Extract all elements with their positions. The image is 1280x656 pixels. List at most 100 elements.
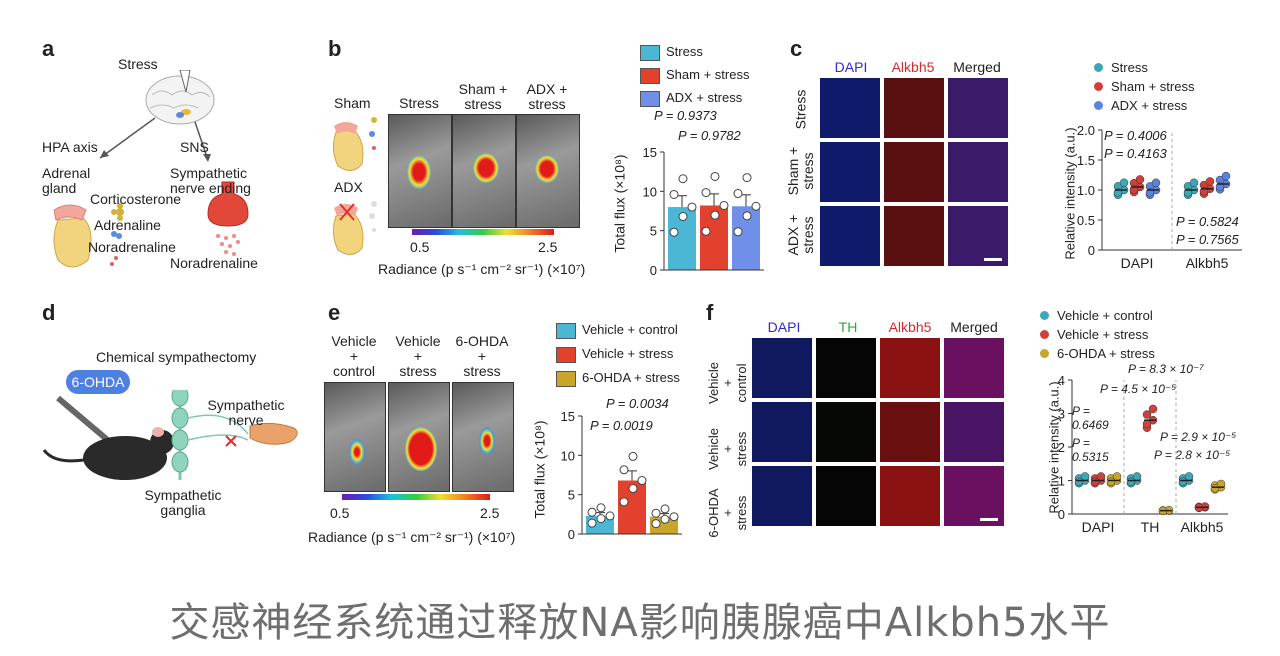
y-tick-label: 1.5 [1077,153,1095,168]
sympathetic-nerve-label: Sympathetic nerve [207,397,285,428]
panel-letter-e: e [328,300,341,325]
legend-item: 6-OHDA + stress [1040,346,1155,361]
data-point [1135,175,1145,184]
data-point [742,173,752,183]
scale-min: 0.5 [410,239,430,255]
micrograph [880,466,940,526]
sham-label: Sham [334,95,371,111]
micrograph [820,206,880,266]
data-point [1126,477,1136,487]
p-value: P = 0.5315 [1072,436,1109,464]
y-tick-label: 0 [1058,507,1065,522]
row-adx-stress-label: ADX + stress [785,214,816,256]
legend-marker [1094,101,1103,110]
data-point [596,514,606,524]
y-tick-label: 10 [561,448,575,463]
data-point [733,189,743,199]
data-point [1178,477,1188,487]
data-point [637,476,647,486]
adx-label: ADX [334,179,363,195]
ivis-image-6ohda-stress [452,382,514,492]
scale-min: 0.5 [330,505,350,521]
data-point [660,514,670,524]
x-tick-label: Alkbh5 [1186,255,1229,271]
data-point [619,497,629,507]
y-axis-label: Total flux (×10⁸) [531,420,548,519]
data-point [651,519,661,529]
data-point [710,171,720,181]
scale-bar [984,258,1002,261]
p-value: P = 0.9782 [678,128,741,143]
y-tick-label: 2 [1058,440,1065,455]
x-tick-label: TH [1141,519,1160,535]
legend-item: Sham + stress [1094,79,1194,94]
data-point [678,212,688,222]
p-value: P = 0.0034 [606,396,669,411]
legend-marker [1040,330,1049,339]
data-point [660,504,670,514]
radiance-label: Radiance (p s⁻¹ cm⁻² sr⁻¹) (×10⁷) [378,261,586,277]
data-point [619,465,629,475]
p-value: P = 2.9 × 10⁻⁵ [1160,430,1237,444]
col-adx-stress-label: ADX + stress [526,81,568,112]
legend-marker [1040,349,1049,358]
legend-item: 6-OHDA + stress [556,370,680,387]
scale-max: 2.5 [538,239,558,255]
scale-max: 2.5 [480,505,500,521]
legend-swatch [640,44,660,61]
data-point [701,226,711,236]
data-point [669,512,679,522]
y-tick-label: 2.0 [1077,123,1095,138]
radiance-scale-bar [342,494,490,500]
micrograph [880,338,940,398]
micrograph [816,466,876,526]
data-point [596,503,606,513]
y-axis-label: Total flux (×10⁸) [611,154,628,253]
micrograph [880,402,940,462]
col-alkbh5-label: Alkbh5 [888,319,932,335]
y-tick-label: 15 [561,409,575,424]
drug-badge: 6-OHDA [66,370,130,394]
legend-swatch [556,370,576,387]
col-merged-label: Merged [953,59,1001,75]
p-value: P = 0.9373 [654,108,717,123]
radiance-scale-bar [412,229,554,235]
panel-a-diagram [53,70,249,268]
data-point [1119,178,1129,188]
data-point [1210,484,1220,493]
col-dapi-label: DAPI [834,59,868,75]
micrograph [944,466,1004,526]
scale-bar [980,518,998,521]
micrograph [820,142,880,202]
adrenaline-label: Adrenaline [94,217,161,233]
row-6ohda-stress-label: 6-OHDA + stress [706,488,749,538]
panel-letter-b: b [328,36,342,61]
data-point [742,211,752,221]
p-value: P = 0.4006 [1104,128,1167,143]
micrograph [884,142,944,202]
data-point [587,507,597,517]
legend-marker [1040,311,1049,320]
p-value: P = 0.5824 [1176,214,1239,229]
micrograph [944,402,1004,462]
figure-caption: 交感神经系统通过释放NA影响胰腺癌中Alkbh5水平 [169,600,1111,646]
ivis-image-sham-stress [452,114,516,228]
p-value: P = 0.4163 [1104,146,1167,161]
data-point [710,210,720,220]
micrograph [752,338,812,398]
data-point [669,227,679,237]
y-tick-label: 0 [568,527,575,542]
data-point [651,508,661,518]
x-tick-label: Alkbh5 [1181,519,1224,535]
ivis-image-adx-stress [516,114,580,228]
p-value: P = 4.5 × 10⁻⁵ [1100,382,1177,396]
ivis-image-stress [388,114,452,228]
noradrenaline-label-2: Noradrenaline [170,255,258,271]
kidney-icons [332,117,377,255]
data-point [1216,479,1226,489]
data-point [1151,178,1161,188]
legend-swatch [556,346,576,363]
p-value: P = 0.6469 [1072,404,1109,432]
data-point [587,518,597,528]
legend-item: ADX + stress [1094,98,1187,113]
